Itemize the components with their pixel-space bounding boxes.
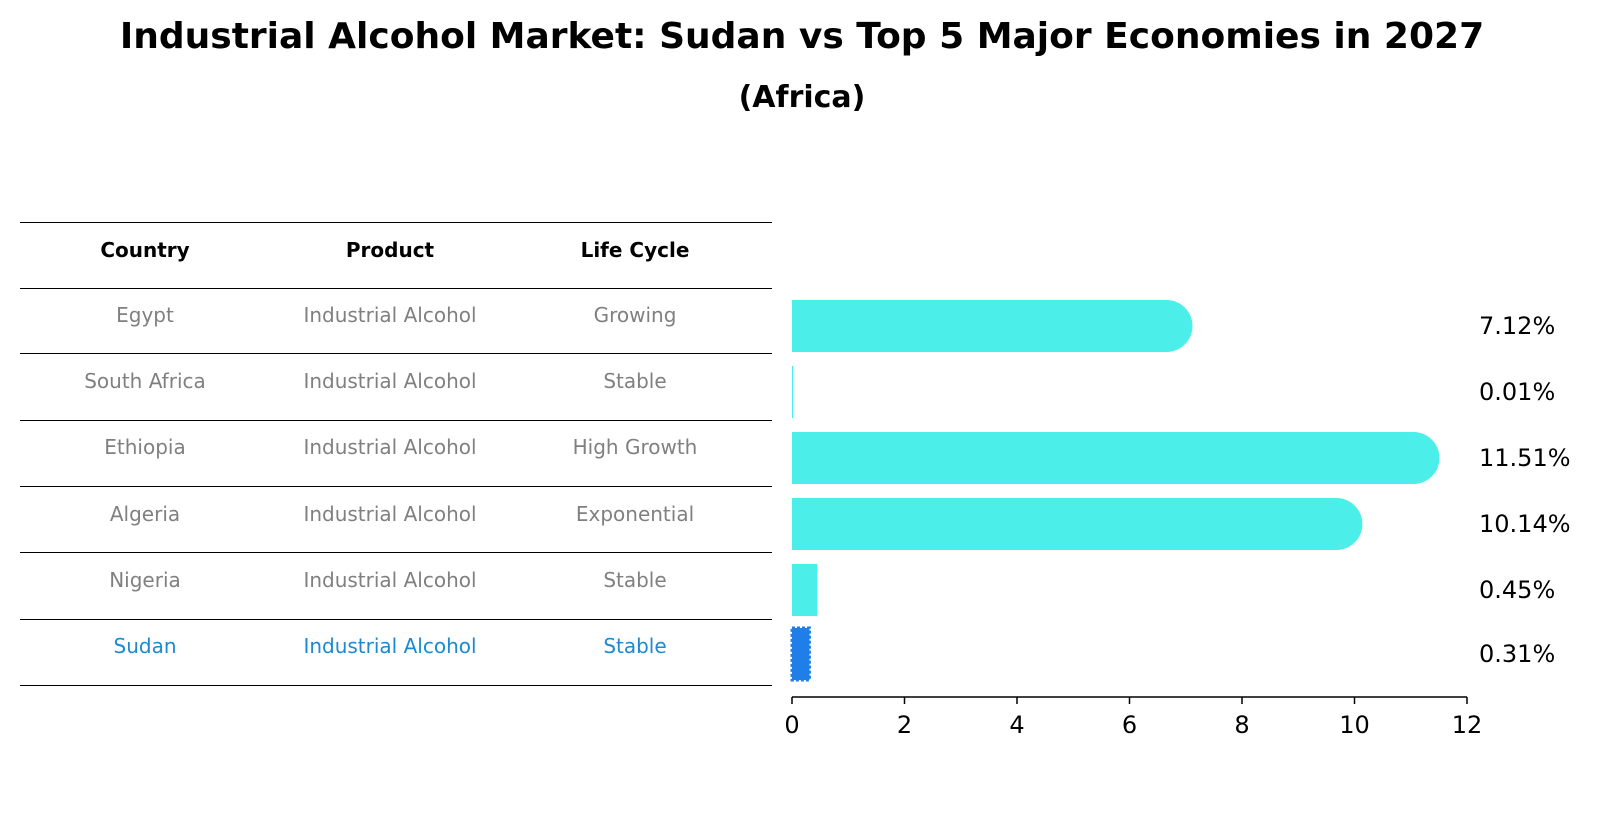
row-life-cycle: Growing: [593, 303, 677, 327]
row-life-cycle: High Growth: [572, 435, 698, 459]
bar-value-label: 0.31%: [1479, 640, 1555, 668]
table-rule: [20, 685, 772, 686]
row-life-cycle: Exponential: [575, 502, 695, 526]
table-rule: [20, 420, 772, 421]
bar-highlight: [790, 626, 811, 682]
row-life-cycle-highlight: Stable: [603, 634, 667, 658]
chart-title: Industrial Alcohol Market: Sudan vs Top …: [119, 16, 1485, 57]
table-rule: [20, 619, 772, 620]
bar: [792, 432, 1440, 484]
row-product: Industrial Alcohol: [303, 502, 477, 526]
bar-value-label: 0.01%: [1479, 378, 1555, 406]
bar: [792, 300, 1193, 352]
row-product: Industrial Alcohol: [303, 568, 477, 592]
table-rule: [20, 222, 772, 223]
row-life-cycle: Stable: [603, 369, 667, 393]
header-product: Product: [345, 238, 435, 262]
bar-value-label: 0.45%: [1479, 576, 1555, 604]
table-rule: [20, 486, 772, 487]
row-life-cycle: Stable: [603, 568, 667, 592]
row-country: Algeria: [109, 502, 181, 526]
row-product-highlight: Industrial Alcohol: [303, 634, 477, 658]
x-tick-label: 10: [1339, 711, 1370, 739]
x-tick-label: 4: [1009, 711, 1024, 739]
row-country: South Africa: [84, 369, 206, 393]
row-product: Industrial Alcohol: [303, 369, 477, 393]
bar-value-label: 7.12%: [1479, 312, 1555, 340]
header-life-cycle: Life Cycle: [580, 238, 690, 262]
bar: [792, 564, 818, 616]
row-country: Ethiopia: [104, 435, 186, 459]
bar-value-label: 10.14%: [1479, 510, 1571, 538]
row-country: Egypt: [116, 303, 174, 327]
x-tick-label: 8: [1234, 711, 1249, 739]
header-country: Country: [100, 238, 190, 262]
row-country-highlight: Sudan: [113, 634, 177, 658]
row-product: Industrial Alcohol: [303, 435, 477, 459]
table-rule: [20, 288, 772, 289]
bar: [792, 366, 793, 418]
row-product: Industrial Alcohol: [303, 303, 477, 327]
x-tick-label: 12: [1452, 711, 1483, 739]
table-rule: [20, 353, 772, 354]
x-tick-label: 0: [784, 711, 799, 739]
table-rule: [20, 552, 772, 553]
row-country: Nigeria: [109, 568, 181, 592]
chart-subtitle: (Africa): [738, 80, 866, 115]
x-tick-label: 6: [1122, 711, 1137, 739]
bar-value-label: 11.51%: [1479, 444, 1571, 472]
x-tick-label: 2: [897, 711, 912, 739]
bar: [792, 498, 1363, 550]
